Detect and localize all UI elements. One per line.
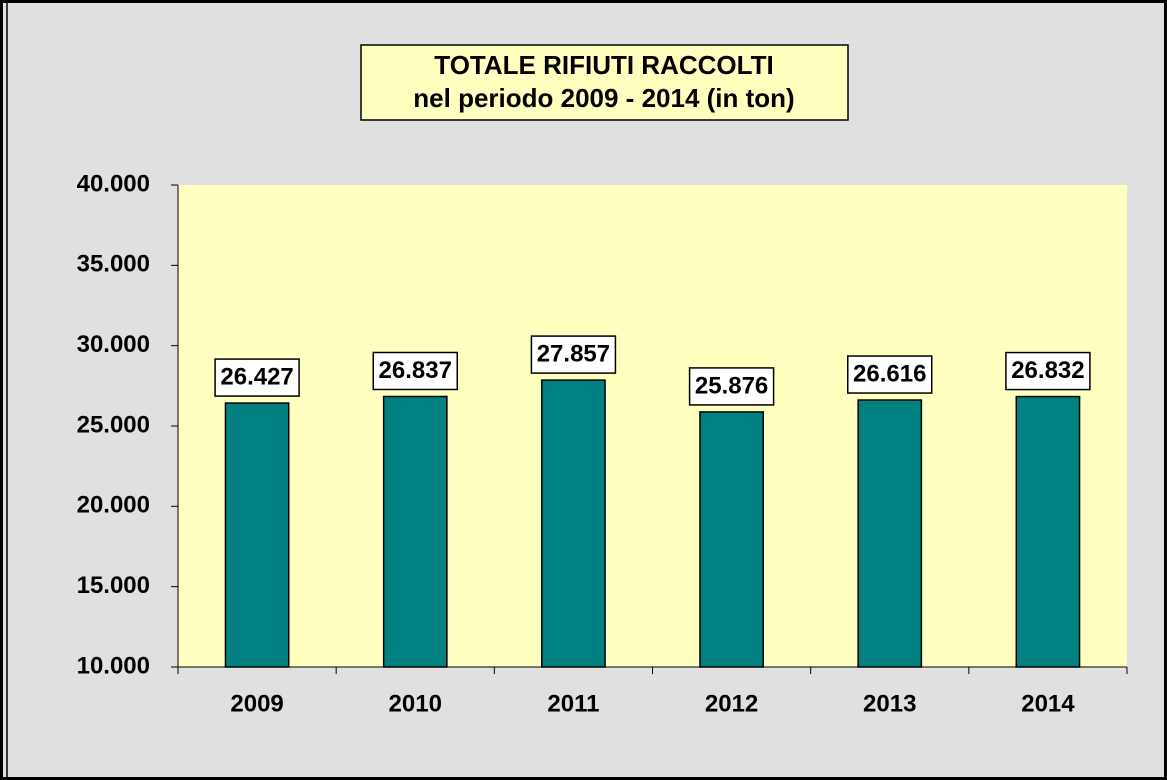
y-tick-label: 25.000: [77, 411, 150, 438]
data-label: 25.876: [695, 372, 768, 399]
data-label-box: [688, 367, 775, 406]
x-tick-label: 2010: [389, 690, 442, 717]
bar: [857, 399, 923, 668]
data-label: 27.857: [537, 340, 610, 367]
x-tick-label: 2011: [547, 690, 599, 717]
y-tick-label: 40.000: [77, 170, 150, 197]
data-label: 26.616: [853, 360, 926, 387]
y-tick-label: 10.000: [77, 652, 150, 679]
bar: [1015, 395, 1081, 668]
data-label: 26.837: [379, 357, 452, 384]
y-tick-label: 35.000: [77, 251, 150, 278]
x-tick-label: 2013: [863, 690, 916, 717]
y-tick-label: 20.000: [77, 492, 150, 519]
bar: [541, 379, 606, 668]
data-label-box: [372, 351, 458, 391]
data-label-box: [214, 358, 300, 397]
title-box: [360, 44, 849, 121]
bar: [699, 411, 764, 668]
data-label-box: [847, 355, 933, 394]
x-tick-label: 2012: [705, 690, 758, 717]
data-label: 26.427: [220, 363, 293, 390]
chart-subtitle: nel periodo 2009 - 2014 (in ton): [413, 83, 794, 113]
y-tick-label: 30.000: [77, 331, 150, 358]
bar: [382, 395, 448, 668]
bar: [224, 402, 290, 668]
x-tick-label: 2014: [1021, 690, 1075, 717]
data-label-box: [1005, 351, 1091, 391]
plot-area: [178, 185, 1127, 667]
data-label-box: [530, 335, 617, 374]
x-tick-label: 2009: [230, 690, 283, 717]
data-label: 26.832: [1011, 357, 1084, 384]
chart-title: TOTALE RIFIUTI RACCOLTI: [434, 50, 773, 80]
y-tick-label: 15.000: [77, 572, 150, 599]
